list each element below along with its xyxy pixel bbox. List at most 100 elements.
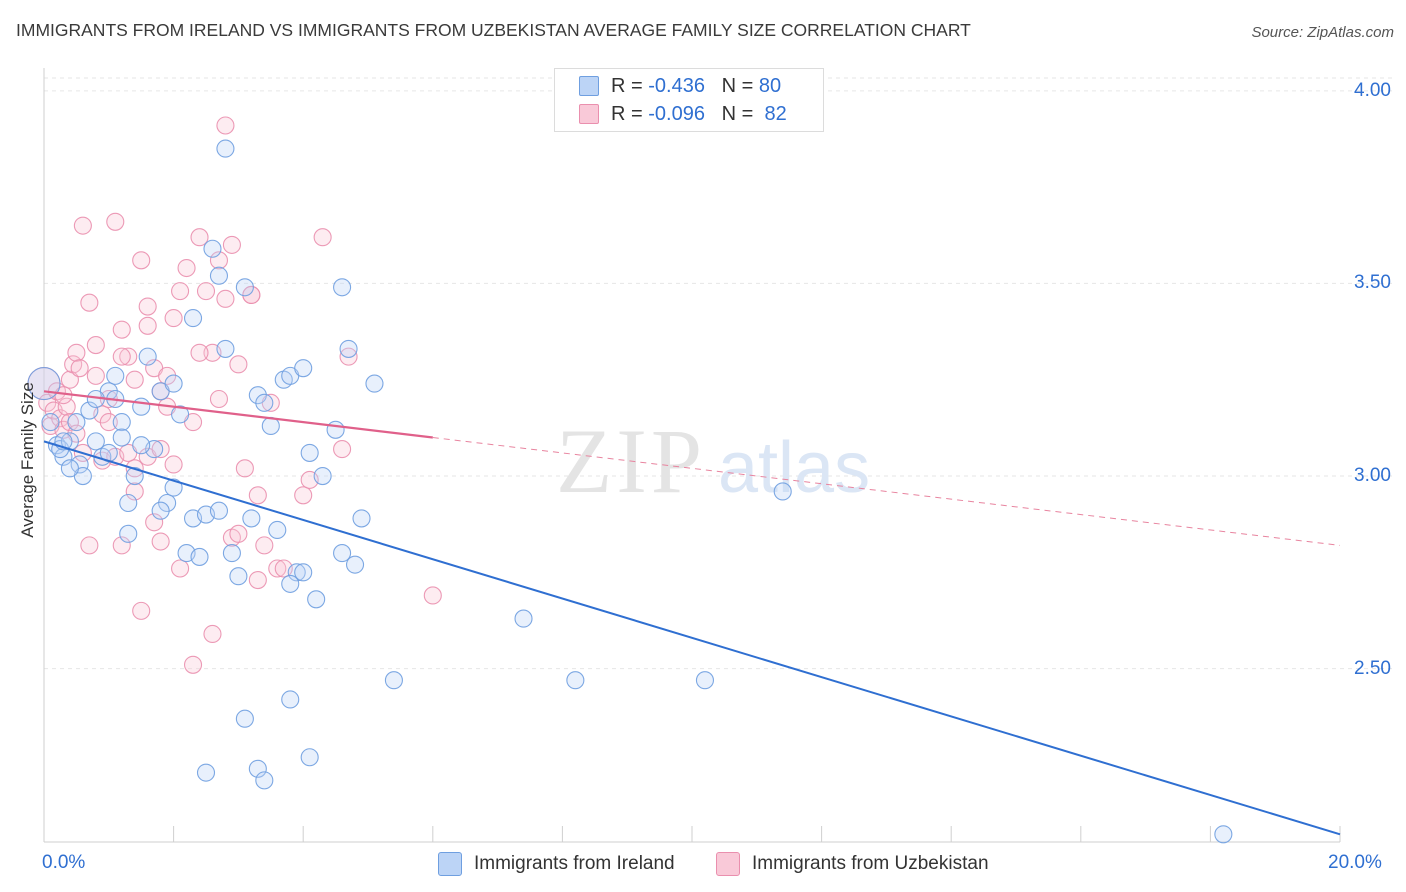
legend-n-label: N = [721,74,754,97]
ireland-point [333,544,352,563]
uzbekistan-point [86,336,105,355]
ireland-point [345,555,365,574]
axes [43,68,1341,843]
bottom-legend-swatch-ireland [438,852,462,876]
ireland-point [106,366,125,385]
uzbekistan-point [248,486,267,505]
ireland-point [352,509,371,528]
ireland-point [86,432,105,451]
ireland-point [248,386,267,405]
ireland-point [119,524,138,543]
ireland-point [132,436,151,455]
uzbekistan-point [171,282,190,301]
uzbekistan-point [99,413,118,432]
ireland-point [235,278,254,297]
ireland-point [132,397,151,416]
ireland-point [333,278,352,297]
uzbekistan-point [67,343,86,362]
stats-legend: R = -0.436 N = 80 R = -0.096 N = 82 [554,68,824,132]
legend-row-uzbekistan: R = -0.096 N = 82 [579,101,787,127]
ireland-point [566,671,585,690]
ireland-point [235,709,254,728]
ireland-point [209,501,229,520]
ireland-point [268,520,287,540]
legend-r-value-uzbekistan: -0.096 [648,102,705,125]
ireland-point [41,413,60,432]
ireland-point [1214,825,1233,844]
uzbekistan-point [164,455,183,474]
x-tick-label-min: 0.0% [42,852,86,873]
legend-r-value-ireland: -0.436 [648,74,705,97]
uzbekistan-point [70,359,89,378]
bottom-legend-ireland: Immigrants from Ireland [438,852,675,876]
ireland-point [514,609,533,628]
ireland-point [70,455,89,474]
watermark-zip: ZIP [556,410,706,512]
ireland-point [384,671,403,690]
ireland-point [196,763,216,782]
ireland-point [80,401,99,420]
ireland-point [281,690,300,709]
uzbekistan-point [151,440,170,459]
legend-n-label: N = [721,102,754,125]
ireland-point [209,266,229,285]
legend-r-label: R = [611,74,643,97]
ireland-point [125,466,144,486]
uzbekistan-point [125,482,144,501]
ireland-point [203,239,222,258]
uzbekistan-point [209,251,229,270]
uzbekistan-point [112,320,131,339]
ireland-point [158,493,177,513]
y-axis-label: Average Family Size [18,382,37,538]
uzbekistan-point [60,413,79,432]
uzbekistan-point [106,212,125,231]
bottom-legend-swatch-uzbekistan [716,852,740,876]
uzbekistan-point [313,228,332,247]
x-tick-label-max: 20.0% [1328,852,1382,873]
ireland-point [248,759,267,778]
uzbekistan-point [203,624,222,644]
ireland-point [294,563,313,582]
ireland-point [164,374,183,393]
uzbekistan-point [216,116,235,135]
uzbekistan-point [216,289,235,308]
uzbekistan-point [132,251,151,270]
uzbekistan-point [80,293,99,312]
uzbekistan-point [190,343,209,362]
ireland-point [300,443,319,462]
chart-source: Source: ZipAtlas.com [1251,24,1394,41]
y-tick-label: 3.50 [1354,272,1391,294]
uzbekistan-point [119,347,138,366]
uzbekistan-point [164,309,183,328]
ireland-point [326,420,345,439]
ireland-point [229,567,248,586]
uzbekistan-point [57,397,76,416]
bottom-legend-label-uzbekistan: Immigrants from Uzbekistan [752,853,989,874]
ireland-point [67,413,86,432]
ireland-point [112,413,131,432]
y-tick-label: 4.00 [1354,79,1391,101]
uzbekistan-point [112,536,131,555]
ireland-point [119,493,138,513]
ireland-point [339,339,358,358]
watermark-atlas: atlas [718,428,870,508]
ireland-point [222,544,241,563]
y-tick-label: 2.50 [1354,657,1391,679]
legend-swatch-uzbekistan [579,104,599,124]
ireland-point [307,590,326,609]
ireland-point [112,428,131,447]
legend-n-value-uzbekistan: 82 [764,102,787,125]
trend-lines [43,390,1341,836]
ireland-point [287,563,306,582]
legend-row-ireland: R = -0.436 N = 80 [579,73,781,99]
ireland-point [300,748,319,767]
uzbekistan-point [138,316,157,335]
ireland-point [242,509,261,528]
uzbekistan-point [80,536,99,555]
ireland-point [773,482,792,501]
uzbekistan-point [190,228,209,247]
uzbekistan-points [27,116,442,674]
uzbekistan-point [229,355,248,374]
ireland-points [27,139,1233,844]
